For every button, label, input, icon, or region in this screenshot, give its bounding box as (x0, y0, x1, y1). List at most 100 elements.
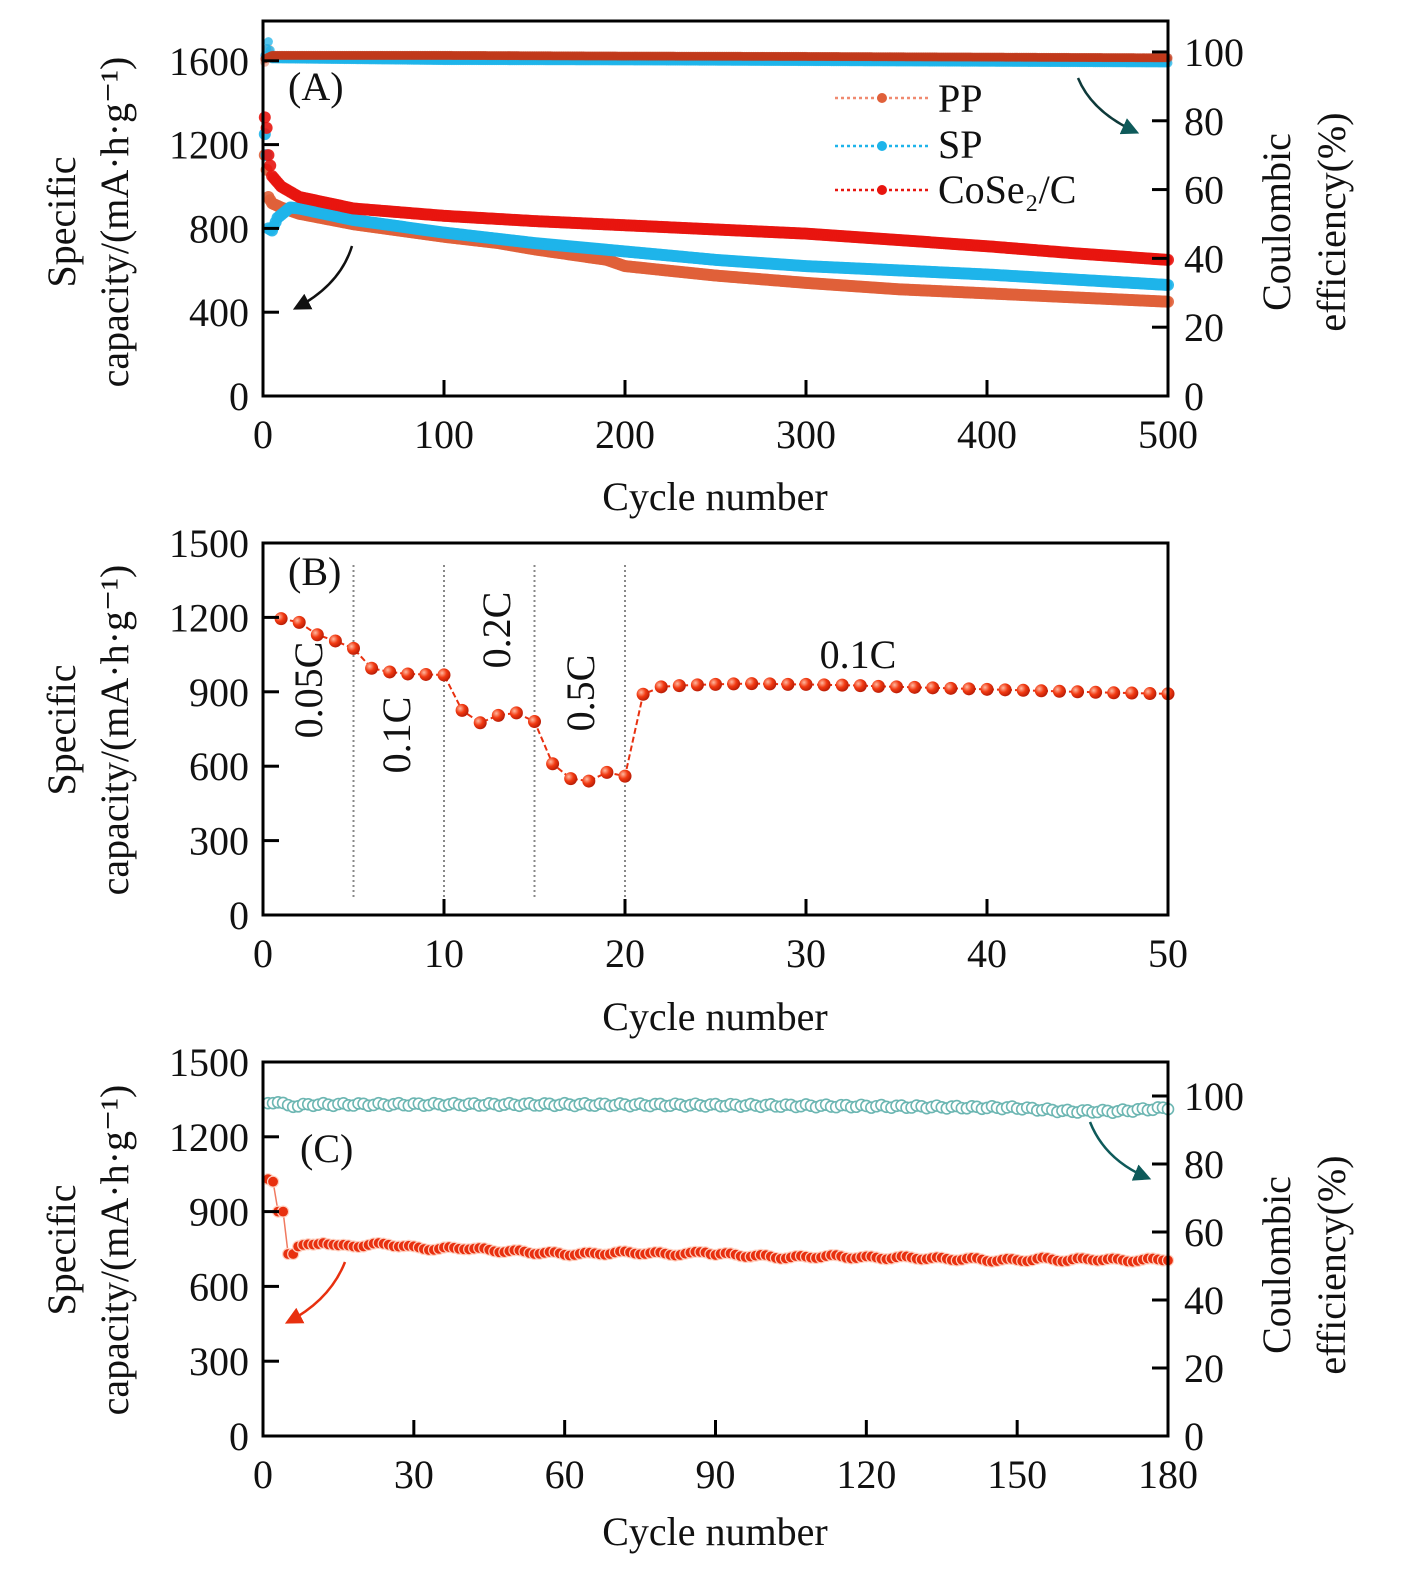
legend-label-sp: SP (938, 122, 983, 167)
x-tick-label: 180 (1138, 1452, 1198, 1497)
data-point (401, 667, 415, 681)
panel-a-y2-axis-title-line2: efficiency(%) (1309, 112, 1354, 331)
y2-tick-label: 100 (1184, 1074, 1244, 1119)
x-tick-label: 500 (1138, 412, 1198, 457)
legend-marker-cose2c (877, 185, 887, 195)
panel-b-y-axis-title-line1: Specific (39, 664, 84, 795)
series-sp (258, 128, 1174, 291)
data-point (727, 677, 741, 691)
panel-a-frame (261, 19, 1170, 398)
panel-c-y-axis-title-line2: capacity/(mA·h·g⁻¹) (92, 1085, 137, 1416)
arrow-to-left-axis-icon (292, 245, 354, 310)
y-tick-label: 0 (229, 893, 249, 938)
x-tick-label: 100 (414, 412, 474, 457)
data-point (509, 706, 523, 720)
legend-label-pp: PP (938, 76, 983, 121)
panel-a-y-axis-title-line2: capacity/(mA·h·g⁻¹) (92, 57, 137, 388)
data-point (962, 682, 976, 696)
x-tick-label: 50 (1148, 931, 1188, 976)
y-tick-label: 0 (229, 374, 249, 419)
rate-label-0-2c: 0.2C (474, 592, 519, 669)
x-tick-label: 10 (424, 931, 464, 976)
legend-marker-sp (877, 141, 887, 151)
y-tick-label: 0 (229, 1414, 249, 1459)
data-point (654, 680, 668, 694)
legend-item-cose2c: CoSe₂/C (835, 167, 1076, 212)
data-point (690, 678, 704, 692)
data-point (1034, 684, 1048, 698)
y-tick-label: 600 (189, 744, 249, 789)
y2-tick-label: 40 (1184, 236, 1224, 281)
panel-b-x-axis-title: Cycle number (602, 994, 828, 1039)
data-point (455, 703, 469, 717)
data-point (277, 1205, 290, 1218)
rate-label-0-1c-recovery: 0.1C (820, 632, 897, 677)
data-point (1016, 683, 1030, 697)
y-tick-label: 400 (189, 290, 249, 335)
panel-b-plot-area (274, 565, 1175, 897)
data-point (1089, 685, 1103, 699)
series-cose-c (258, 111, 1174, 266)
data-point (310, 628, 324, 642)
y-tick-label: 800 (189, 206, 249, 251)
data-point (263, 37, 273, 47)
legend-item-pp: PP (835, 76, 983, 121)
y2-tick-label: 20 (1184, 1346, 1224, 1391)
data-point (328, 634, 342, 648)
legend-item-sp: SP (835, 122, 983, 167)
data-point (672, 679, 686, 693)
data-point (365, 661, 379, 675)
data-point (835, 678, 849, 692)
panel-c-y2-axis-title-line2: efficiency(%) (1309, 1155, 1354, 1374)
legend-label-cose2c: CoSe₂/C (938, 167, 1076, 212)
panel-c-y-axis-title-line1: Specific (39, 1184, 84, 1315)
y2-tick-label: 20 (1184, 305, 1224, 350)
data-point (1125, 686, 1139, 700)
data-point (473, 716, 487, 730)
panel-c-label: (C) (300, 1126, 353, 1171)
data-point (636, 687, 650, 701)
series-cose-c-ce (260, 50, 1173, 64)
data-point (274, 612, 288, 626)
panel-c-axes: 0 30 60 90 120 150 180030060090012001500020406… (169, 1040, 1244, 1497)
data-point (1107, 686, 1121, 700)
x-tick-label: 120 (836, 1452, 896, 1497)
data-point (926, 681, 940, 695)
panel-a-plot-area (258, 37, 1174, 308)
data-point (491, 708, 505, 722)
panel-b-label: (B) (288, 549, 341, 594)
y2-tick-label: 0 (1184, 374, 1204, 419)
y-tick-label: 300 (189, 819, 249, 864)
x-tick-label: 30 (394, 1452, 434, 1497)
data-point (980, 682, 994, 696)
y2-tick-label: 40 (1184, 1278, 1224, 1323)
data-point (419, 667, 433, 681)
rate-label-0-05c: 0.05C (286, 642, 331, 739)
panel-a-label: (A) (288, 64, 344, 109)
data-point (1071, 685, 1084, 699)
x-tick-label: 150 (987, 1452, 1047, 1497)
y-tick-label: 1200 (169, 1115, 249, 1160)
x-tick-label: 40 (967, 931, 1007, 976)
x-tick-label: 300 (776, 412, 836, 457)
panel-b-axes: 0 10 20 30 40 50 0 300 600 900 1200 1500 (169, 521, 1188, 976)
panel-a-axes: 0 100 200 300 400 500040080012001600020406080… (169, 30, 1244, 457)
data-point (1143, 687, 1157, 701)
y-tick-label: 1200 (169, 595, 249, 640)
data-point (817, 678, 831, 692)
data-point (745, 677, 759, 691)
panel-c-x-axis-title: Cycle number (602, 1509, 828, 1554)
panel-a-legend: PP SP CoSe₂/C (835, 76, 1076, 212)
x-tick-label: 30 (786, 931, 826, 976)
y-tick-label: 900 (189, 1190, 249, 1235)
data-point (944, 681, 958, 695)
data-point (871, 679, 885, 693)
panel-c-plot-area (261, 1096, 1175, 1268)
x-tick-label: 60 (545, 1452, 585, 1497)
panel-b-frame (261, 541, 1170, 917)
data-point (853, 679, 867, 693)
panel-b-y-axis-title-line2: capacity/(mA·h·g⁻¹) (92, 565, 137, 896)
arrow-to-left-axis-icon (284, 1261, 347, 1324)
